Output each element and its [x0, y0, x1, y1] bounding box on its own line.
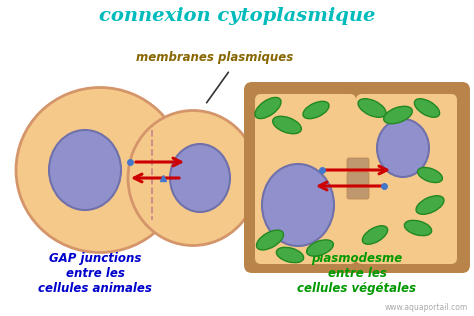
Ellipse shape — [414, 99, 439, 117]
Text: GAP junctions
entre les
cellules animales: GAP junctions entre les cellules animale… — [38, 252, 152, 295]
Text: www.aquaportail.com: www.aquaportail.com — [385, 303, 468, 313]
Ellipse shape — [418, 167, 442, 183]
Ellipse shape — [363, 226, 388, 244]
Ellipse shape — [303, 101, 329, 119]
Ellipse shape — [16, 88, 184, 252]
FancyBboxPatch shape — [347, 186, 369, 199]
Ellipse shape — [358, 99, 386, 117]
Ellipse shape — [416, 196, 444, 214]
Text: membranes plasmiques: membranes plasmiques — [137, 52, 293, 64]
Ellipse shape — [276, 247, 304, 263]
Ellipse shape — [273, 116, 301, 134]
Ellipse shape — [255, 97, 281, 118]
FancyBboxPatch shape — [244, 82, 470, 273]
FancyBboxPatch shape — [347, 172, 369, 185]
Ellipse shape — [307, 240, 333, 256]
FancyBboxPatch shape — [347, 158, 369, 171]
Ellipse shape — [49, 130, 121, 210]
Text: plasmodesme
entre les
cellules végétales: plasmodesme entre les cellules végétales — [298, 252, 417, 295]
FancyBboxPatch shape — [356, 94, 457, 264]
Ellipse shape — [377, 119, 429, 177]
Ellipse shape — [383, 106, 412, 124]
Ellipse shape — [262, 164, 334, 246]
Text: connexion cytoplasmique: connexion cytoplasmique — [99, 7, 375, 25]
FancyBboxPatch shape — [255, 94, 356, 264]
Ellipse shape — [256, 230, 283, 250]
Ellipse shape — [170, 144, 230, 212]
Ellipse shape — [404, 220, 432, 236]
Ellipse shape — [128, 111, 258, 246]
